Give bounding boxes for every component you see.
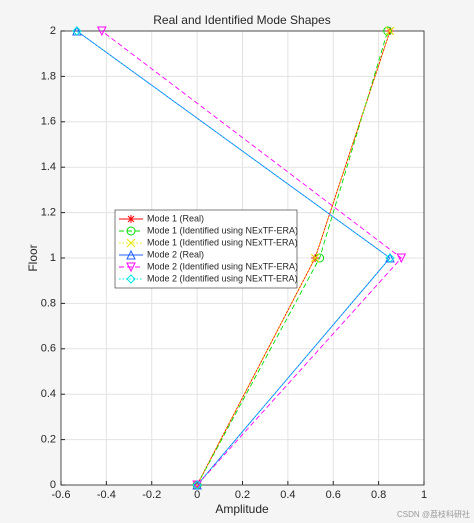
y-tick-label: 0.6 <box>41 343 56 355</box>
x-tick-label: -0.2 <box>142 489 161 501</box>
marker <box>396 253 407 264</box>
y-tick-label: 1.8 <box>41 70 56 82</box>
x-tick-label: 0.4 <box>280 489 295 501</box>
marker <box>72 26 82 36</box>
x-tick-label: 0.8 <box>371 489 386 501</box>
marker <box>97 26 107 37</box>
y-tick-label: 0 <box>50 479 56 491</box>
x-tick-label: -0.4 <box>97 489 116 501</box>
series-line <box>196 30 389 486</box>
legend-marker <box>127 215 135 223</box>
x-tick-label: -0.6 <box>52 489 71 501</box>
legend-label: Mode 2 (Identified using NExTT-ERA) <box>147 273 298 283</box>
legend-marker <box>126 249 136 260</box>
x-tick-label: 1 <box>421 489 427 501</box>
legend-marker <box>126 238 136 248</box>
y-tick-label: 1 <box>50 252 56 264</box>
marker <box>383 26 393 36</box>
x-tick-label: 0.2 <box>235 489 250 501</box>
y-tick-label: 0.2 <box>41 434 56 446</box>
x-tick-label: 0 <box>194 489 200 501</box>
x-tick-label: 0.6 <box>326 489 341 501</box>
legend-marker <box>126 226 136 236</box>
y-tick-label: 1.2 <box>41 207 56 219</box>
legend-marker <box>126 262 136 273</box>
y-tick-label: 0.4 <box>41 388 56 400</box>
series-line <box>101 30 402 486</box>
y-tick-label: 1.4 <box>41 161 56 173</box>
marker <box>385 26 395 36</box>
watermark: CSDN @荔枝科研社 <box>397 509 470 519</box>
legend-label: Mode 1 (Identified using NExTT-ERA) <box>147 237 298 247</box>
series-line <box>76 30 391 486</box>
legend-label: Mode 2 (Real) <box>147 249 204 259</box>
marker <box>192 480 202 490</box>
chart-title: Real and Identified Mode Shapes <box>153 13 330 27</box>
legend-box <box>114 209 298 289</box>
legend-marker <box>126 274 136 284</box>
y-tick-label: 1.6 <box>41 116 56 128</box>
y-tick-label: 0.8 <box>41 297 56 309</box>
legend-label: Mode 1 (Identified using NExTF-ERA) <box>147 225 298 235</box>
axes-box <box>60 30 425 486</box>
marker <box>310 253 320 263</box>
y-axis-label: Floor <box>26 244 40 271</box>
x-axis-label: Amplitude <box>215 502 269 516</box>
y-tick-label: 2 <box>50 25 56 37</box>
legend-label: Mode 1 (Real) <box>147 213 204 223</box>
legend-label: Mode 2 (Identified using NExTF-ERA) <box>147 261 298 271</box>
marker <box>385 253 395 263</box>
